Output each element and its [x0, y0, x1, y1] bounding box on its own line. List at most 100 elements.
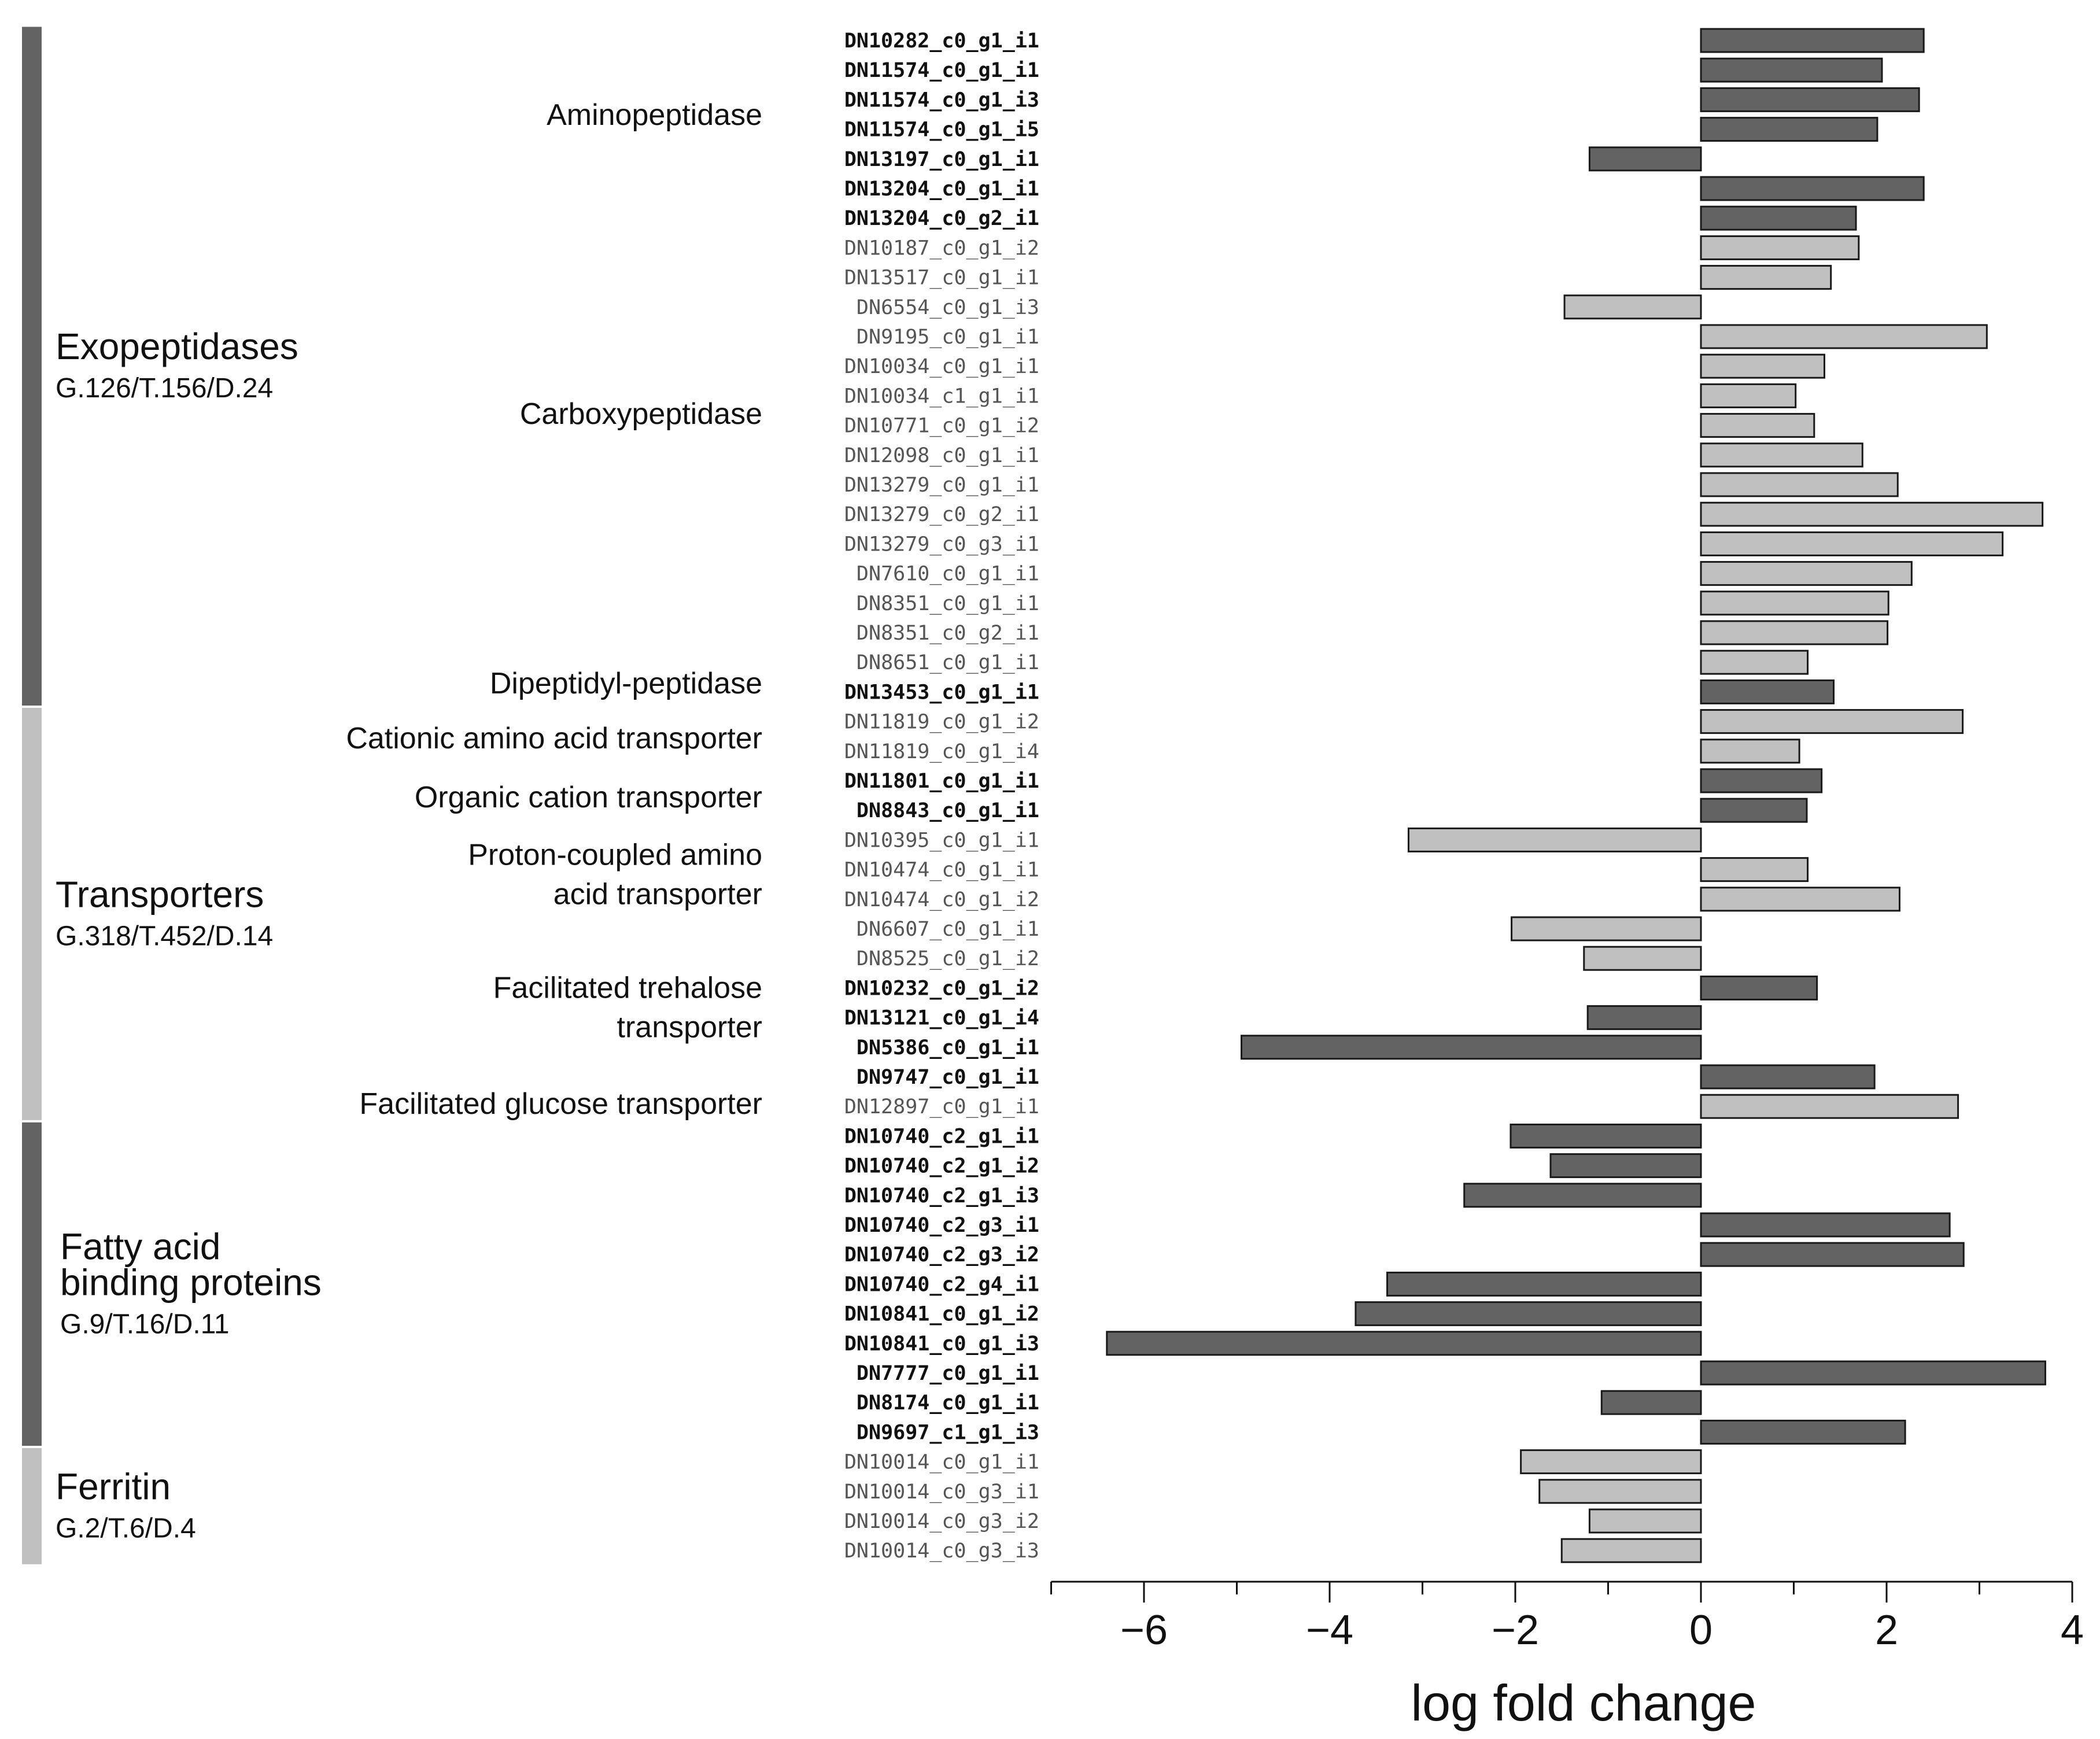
transcript-label: DN10395_c0_g1_i1 [844, 829, 1039, 852]
bar-DN10740_c2_g1_i2 [1549, 1153, 1702, 1179]
transcript-label: DN10740_c2_g3_i2 [844, 1243, 1039, 1267]
group-labels: Exopeptidases G.126/T.156/D.24 Transporter… [56, 326, 322, 1544]
transcript-label: DN8351_c0_g2_i1 [857, 622, 1039, 645]
bar-DN13517_c0_g1_i1 [1700, 265, 1832, 290]
transcript-label: DN13197_c0_g1_i1 [844, 148, 1039, 171]
transcript-label: DN11801_c0_g1_i1 [844, 770, 1039, 793]
subgroup-label: Facilitated glucose transporter [359, 1087, 762, 1121]
transcript-label: DN13121_c0_g1_i4 [844, 1007, 1039, 1030]
transcript-label: DN13204_c0_g1_i1 [844, 178, 1039, 201]
transcript-label: DN6554_c0_g1_i3 [857, 296, 1039, 319]
group-stats: G.2/T.6/D.4 [56, 1513, 196, 1544]
bar-DN10282_c0_g1_i1 [1700, 28, 1925, 53]
x-tick-label: −6 [1120, 1607, 1168, 1653]
transcript-label: DN10740_c2_g1_i3 [844, 1184, 1039, 1208]
bar-DN10740_c2_g1_i1 [1510, 1123, 1702, 1149]
bar-DN10740_c2_g4_i1 [1386, 1271, 1702, 1297]
subgroup-label: Carboxypeptidase [520, 397, 762, 431]
transcript-label: DN8525_c0_g1_i2 [857, 947, 1039, 970]
bar-DN13204_c0_g2_i1 [1700, 205, 1857, 231]
transcript-labels: DN10282_c0_g1_i1 DN11574_c0_g1_i1 DN11574_… [844, 29, 1039, 1563]
bar-DN8174_c0_g1_i1 [1600, 1390, 1702, 1415]
bar-DN10187_c0_g1_i2 [1700, 235, 1860, 260]
bar-DN10014_c0_g3_i2 [1588, 1508, 1702, 1534]
group-name: binding proteins [60, 1261, 322, 1303]
transcript-label: DN13279_c0_g2_i1 [844, 503, 1039, 526]
transcript-label: DN11819_c0_g1_i4 [844, 740, 1039, 763]
bar-DN7777_c0_g1_i1 [1700, 1360, 2046, 1386]
transcript-label: DN10014_c0_g3_i2 [844, 1510, 1039, 1533]
transcript-label: DN11574_c0_g1_i1 [844, 59, 1039, 82]
bar-DN12897_c0_g1_i1 [1700, 1094, 1959, 1119]
bar-DN11574_c0_g1_i5 [1700, 117, 1878, 142]
transcript-label: DN13517_c0_g1_i1 [844, 267, 1039, 290]
bar-DN5386_c0_g1_i1 [1241, 1035, 1702, 1060]
transcript-label: DN13453_c0_g1_i1 [844, 681, 1039, 704]
bar-DN8651_c0_g1_i1 [1700, 649, 1809, 675]
group-stats: G.126/T.156/D.24 [56, 373, 273, 404]
transcript-label: DN11819_c0_g1_i2 [844, 711, 1039, 734]
x-tick-label: 0 [1689, 1607, 1713, 1653]
subgroup-label: Aminopeptidase [547, 98, 762, 132]
transcript-label: DN8651_c0_g1_i1 [857, 651, 1039, 674]
transcript-label: DN6607_c0_g1_i1 [857, 918, 1039, 941]
transcript-label: DN8351_c0_g1_i1 [857, 592, 1039, 615]
bar-DN10740_c2_g3_i2 [1700, 1242, 1965, 1267]
bar-DN10771_c0_g1_i2 [1700, 413, 1815, 438]
transcript-label: DN10014_c0_g1_i1 [844, 1451, 1039, 1474]
group-indicator-bars [22, 27, 42, 1564]
subgroup-label: transporter [617, 1011, 762, 1044]
bar-DN8351_c0_g1_i1 [1700, 590, 1889, 616]
bar-DN11801_c0_g1_i1 [1700, 768, 1823, 793]
bar-DN10034_c0_g1_i1 [1700, 353, 1825, 379]
transcript-label: DN11574_c0_g1_i3 [844, 88, 1039, 112]
group-name: Fatty acid [60, 1225, 220, 1267]
subgroup-label: Facilitated trehalose [493, 972, 762, 1005]
transcript-label: DN12897_c0_g1_i1 [844, 1095, 1039, 1118]
x-axis: −6 −4 −2 0 2 4 log fold change [1050, 1581, 2084, 1731]
transcript-label: DN10034_c0_g1_i1 [844, 355, 1039, 378]
transcript-label: DN10474_c0_g1_i2 [844, 888, 1039, 911]
bar-DN13279_c0_g2_i1 [1700, 501, 2044, 527]
subgroup-labels: Aminopeptidase Carboxypeptidase Dipeptidyl… [346, 98, 762, 1121]
x-tick-label: 4 [2061, 1607, 2084, 1653]
group-bar-1 [22, 708, 42, 1120]
x-tick-label: 2 [1875, 1607, 1898, 1653]
group-name: Exopeptidases [56, 326, 298, 367]
transcript-label: DN10282_c0_g1_i1 [844, 29, 1039, 53]
subgroup-label: Organic cation transporter [415, 781, 762, 814]
bar-DN8525_c0_g1_i2 [1583, 946, 1702, 971]
bar-DN10395_c0_g1_i1 [1407, 827, 1702, 852]
transcript-label: DN10034_c1_g1_i1 [844, 385, 1039, 408]
group-bar-3 [22, 1448, 42, 1564]
bar-DN13197_c0_g1_i1 [1588, 146, 1702, 172]
subgroup-label: Cationic amino acid transporter [346, 722, 762, 755]
bar-DN10014_c0_g3_i1 [1538, 1479, 1702, 1504]
transcript-label: DN10187_c0_g1_i2 [844, 237, 1039, 260]
bar-DN13204_c0_g1_i1 [1700, 176, 1925, 201]
bar-DN10034_c1_g1_i1 [1700, 383, 1797, 408]
subgroup-label: Dipeptidyl-peptidase [490, 667, 762, 700]
transcript-label: DN10740_c2_g4_i1 [844, 1273, 1039, 1296]
bar-DN9747_c0_g1_i1 [1700, 1064, 1876, 1090]
transcript-label: DN12098_c0_g1_i1 [844, 444, 1039, 467]
transcript-label: DN10841_c0_g1_i2 [844, 1303, 1039, 1326]
bar-DN11819_c0_g1_i4 [1700, 739, 1800, 764]
bar-DN10841_c0_g1_i3 [1106, 1331, 1702, 1356]
bar-DN10232_c0_g1_i2 [1700, 975, 1818, 1000]
x-axis-title: log fold change [1411, 1674, 1756, 1731]
group-name: Ferritin [56, 1465, 171, 1507]
transcript-label: DN10474_c0_g1_i1 [844, 859, 1039, 882]
transcript-label: DN7777_c0_g1_i1 [857, 1362, 1039, 1385]
bar-DN9697_c1_g1_i3 [1700, 1419, 1906, 1445]
x-ticks: −6 −4 −2 0 2 4 [1050, 1582, 2084, 1653]
x-tick-label: −2 [1492, 1607, 1539, 1653]
bar-DN8843_c0_g1_i1 [1700, 797, 1808, 823]
bar-DN10474_c0_g1_i2 [1700, 887, 1900, 912]
bar-DN7610_c0_g1_i1 [1700, 561, 1913, 586]
bar-DN13279_c0_g3_i1 [1700, 531, 2004, 556]
transcript-label: DN10014_c0_g3_i3 [844, 1539, 1039, 1563]
group-bar-2 [22, 1122, 42, 1446]
bar-DN9195_c0_g1_i1 [1700, 324, 1988, 349]
transcript-label: DN9195_c0_g1_i1 [857, 326, 1039, 349]
